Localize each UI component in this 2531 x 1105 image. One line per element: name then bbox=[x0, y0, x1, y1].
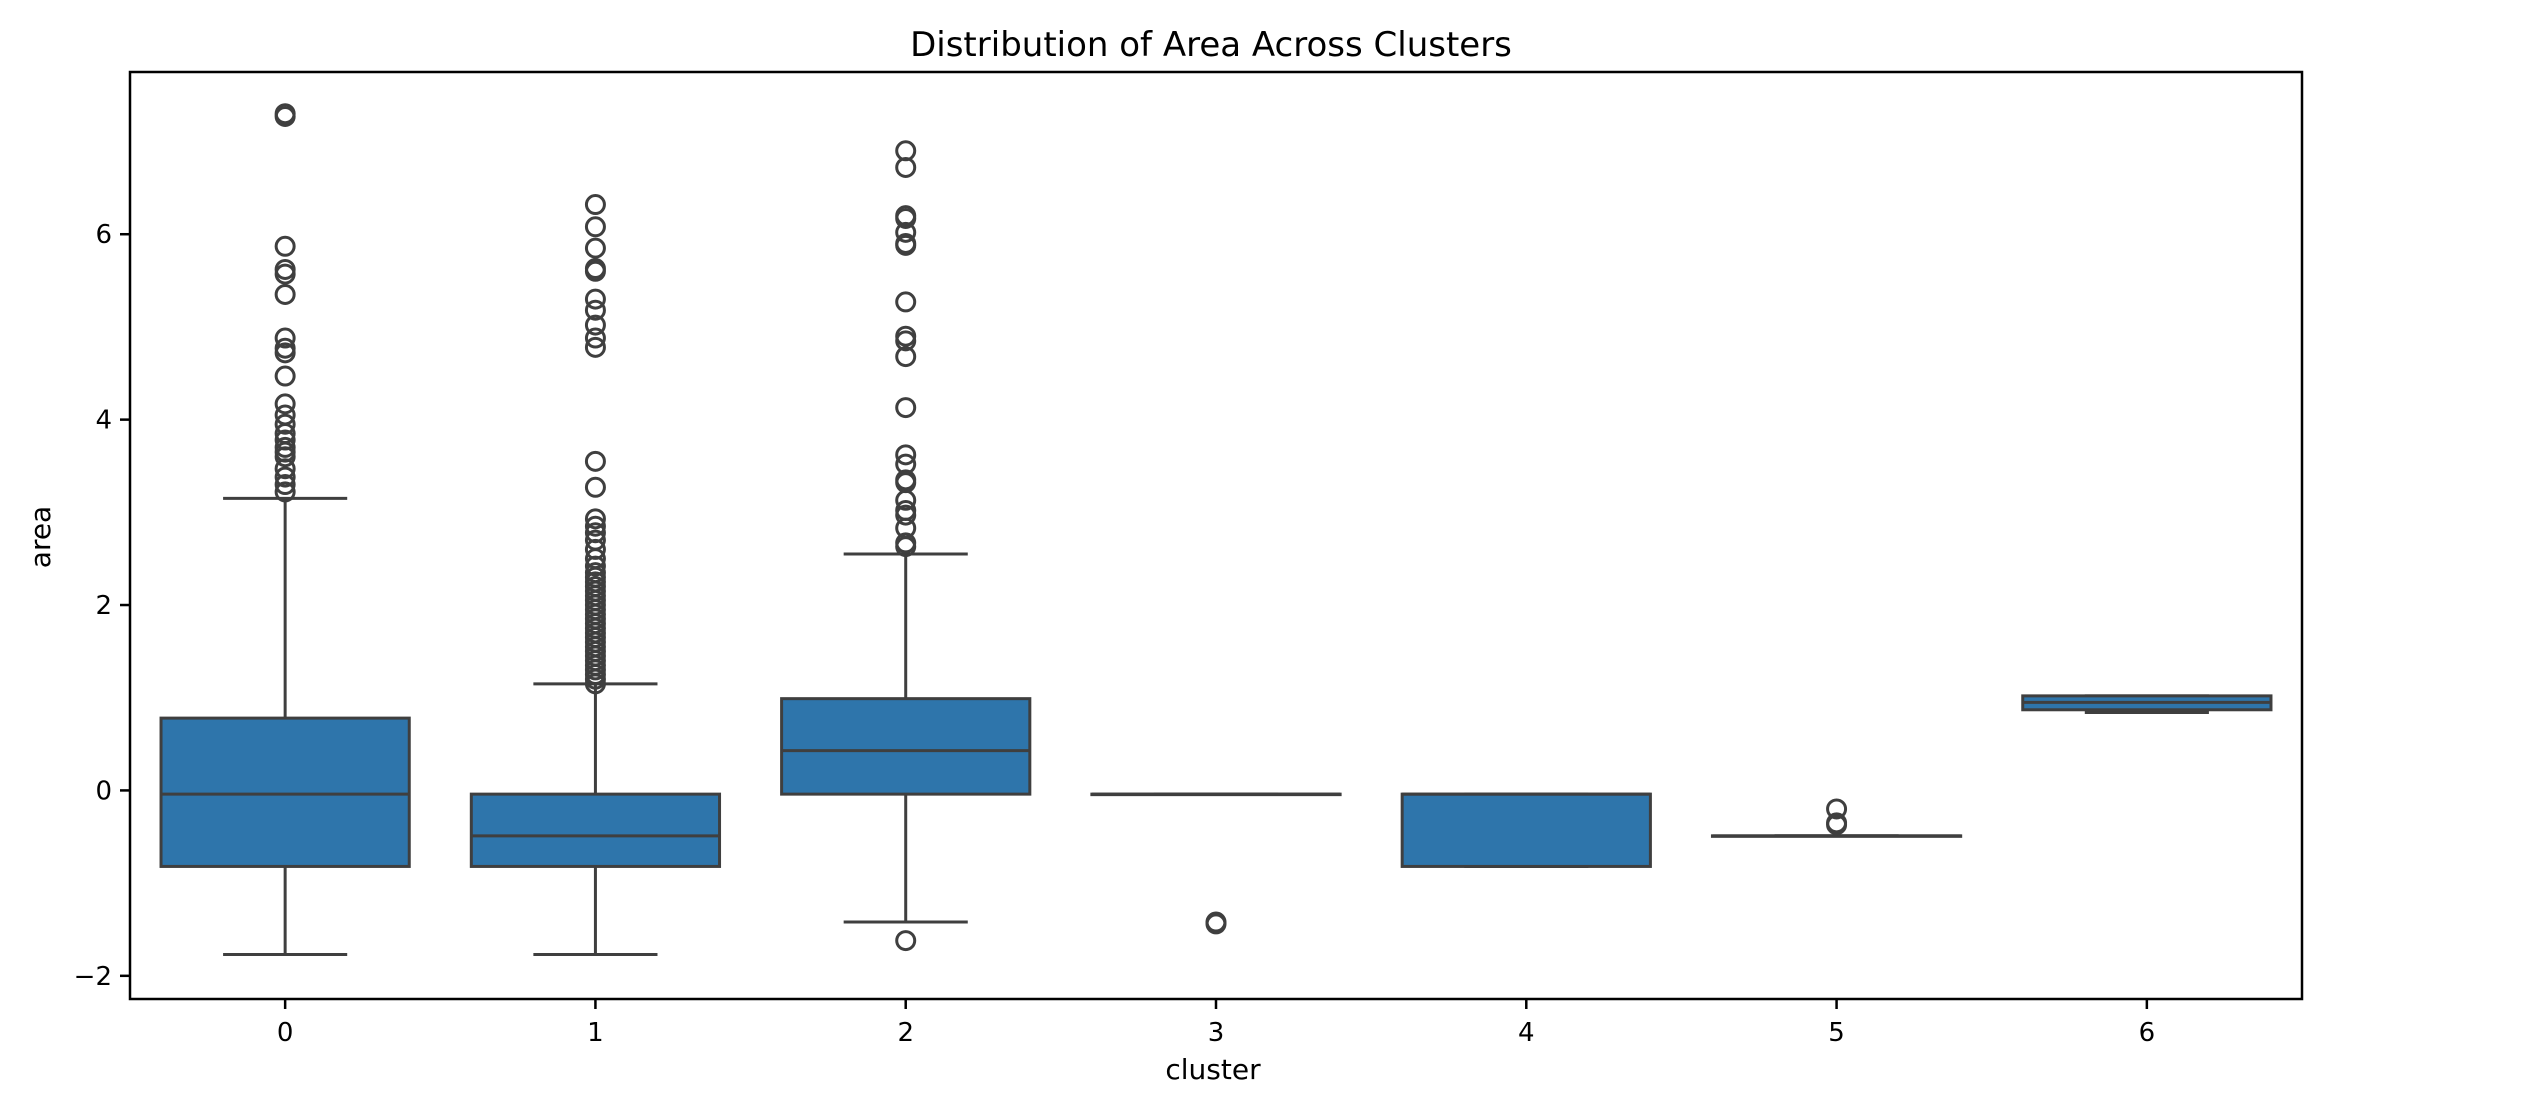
outlier-point bbox=[274, 413, 296, 435]
outlier-point bbox=[584, 194, 606, 216]
outlier-point bbox=[895, 325, 917, 347]
y-tick-label: 0 bbox=[95, 776, 112, 806]
outlier-point bbox=[584, 314, 606, 336]
outlier-point bbox=[584, 237, 606, 259]
x-tick-label: 3 bbox=[1208, 1018, 1225, 1048]
outlier-point bbox=[895, 930, 917, 952]
outlier-point bbox=[895, 291, 917, 313]
outlier-point bbox=[1826, 798, 1848, 820]
y-tick-label: 6 bbox=[95, 220, 112, 250]
outlier-point bbox=[895, 205, 917, 227]
outlier-point bbox=[584, 450, 606, 472]
outlier-point bbox=[274, 436, 296, 458]
outlier-point bbox=[584, 476, 606, 498]
outlier-point bbox=[584, 529, 606, 551]
outlier-point bbox=[274, 283, 296, 305]
outlier-point bbox=[895, 499, 917, 521]
x-tick-label: 5 bbox=[1828, 1018, 1845, 1048]
y-tick-label: 2 bbox=[95, 591, 112, 621]
x-tick-label: 1 bbox=[587, 1018, 604, 1048]
y-tick-label: 4 bbox=[95, 406, 112, 436]
outlier-point bbox=[584, 508, 606, 530]
outlier-point bbox=[895, 532, 917, 554]
box-iqr bbox=[1400, 792, 1652, 868]
outlier-point bbox=[895, 444, 917, 466]
plot-frame bbox=[128, 70, 2304, 1001]
box-group-cluster-6 bbox=[2021, 694, 2273, 715]
outlier-point bbox=[274, 429, 296, 451]
y-axis: −2 0 2 4 6 bbox=[74, 220, 130, 992]
x-tick-label: 0 bbox=[277, 1018, 294, 1048]
outlier-point bbox=[274, 103, 296, 125]
x-tick-label: 6 bbox=[2139, 1018, 2156, 1048]
box-iqr bbox=[780, 697, 1032, 796]
outlier-point bbox=[584, 522, 606, 544]
outlier-point bbox=[274, 235, 296, 257]
chart-title: Distribution of Area Across Clusters bbox=[910, 25, 1512, 65]
box-group-cluster-5 bbox=[1710, 798, 1963, 838]
x-tick-label: 2 bbox=[897, 1018, 914, 1048]
outlier-point bbox=[584, 216, 606, 238]
outlier-point bbox=[584, 299, 606, 321]
box-iqr bbox=[159, 716, 411, 868]
plot-area bbox=[159, 103, 2273, 957]
outlier-point bbox=[1826, 814, 1848, 836]
outlier-point bbox=[895, 469, 917, 491]
outlier-point bbox=[274, 393, 296, 415]
box-group-cluster-4 bbox=[1400, 792, 1652, 868]
outlier-point bbox=[274, 404, 296, 426]
x-axis: 0 1 2 3 4 5 6 bbox=[277, 999, 2155, 1048]
box-group-cluster-1 bbox=[469, 194, 722, 957]
outlier-point bbox=[895, 453, 917, 475]
outlier-point bbox=[274, 258, 296, 280]
outlier-point bbox=[274, 365, 296, 387]
outlier-point bbox=[1205, 913, 1227, 935]
box-group-cluster-0 bbox=[159, 103, 411, 957]
outlier-point bbox=[895, 140, 917, 162]
outlier-point bbox=[584, 288, 606, 310]
outlier-point bbox=[584, 336, 606, 358]
outlier-point bbox=[895, 232, 917, 254]
y-axis-label: area bbox=[24, 506, 57, 568]
outlier-point bbox=[274, 337, 296, 359]
outlier-point bbox=[274, 466, 296, 488]
outlier-point bbox=[895, 346, 917, 368]
outlier-point bbox=[895, 397, 917, 419]
x-tick-label: 4 bbox=[1518, 1018, 1535, 1048]
outlier-point bbox=[584, 258, 606, 280]
box-group-cluster-2 bbox=[780, 140, 1032, 952]
outlier-point bbox=[274, 327, 296, 349]
box-iqr bbox=[469, 792, 722, 868]
x-axis-label: cluster bbox=[1165, 1053, 1261, 1086]
outlier-point bbox=[274, 474, 296, 496]
outlier-point bbox=[584, 327, 606, 349]
box-group-cluster-3 bbox=[1090, 792, 1342, 935]
y-tick-label: −2 bbox=[74, 962, 112, 992]
outlier-point bbox=[584, 515, 606, 537]
outlier-point bbox=[274, 481, 296, 503]
outlier-point bbox=[584, 562, 606, 584]
